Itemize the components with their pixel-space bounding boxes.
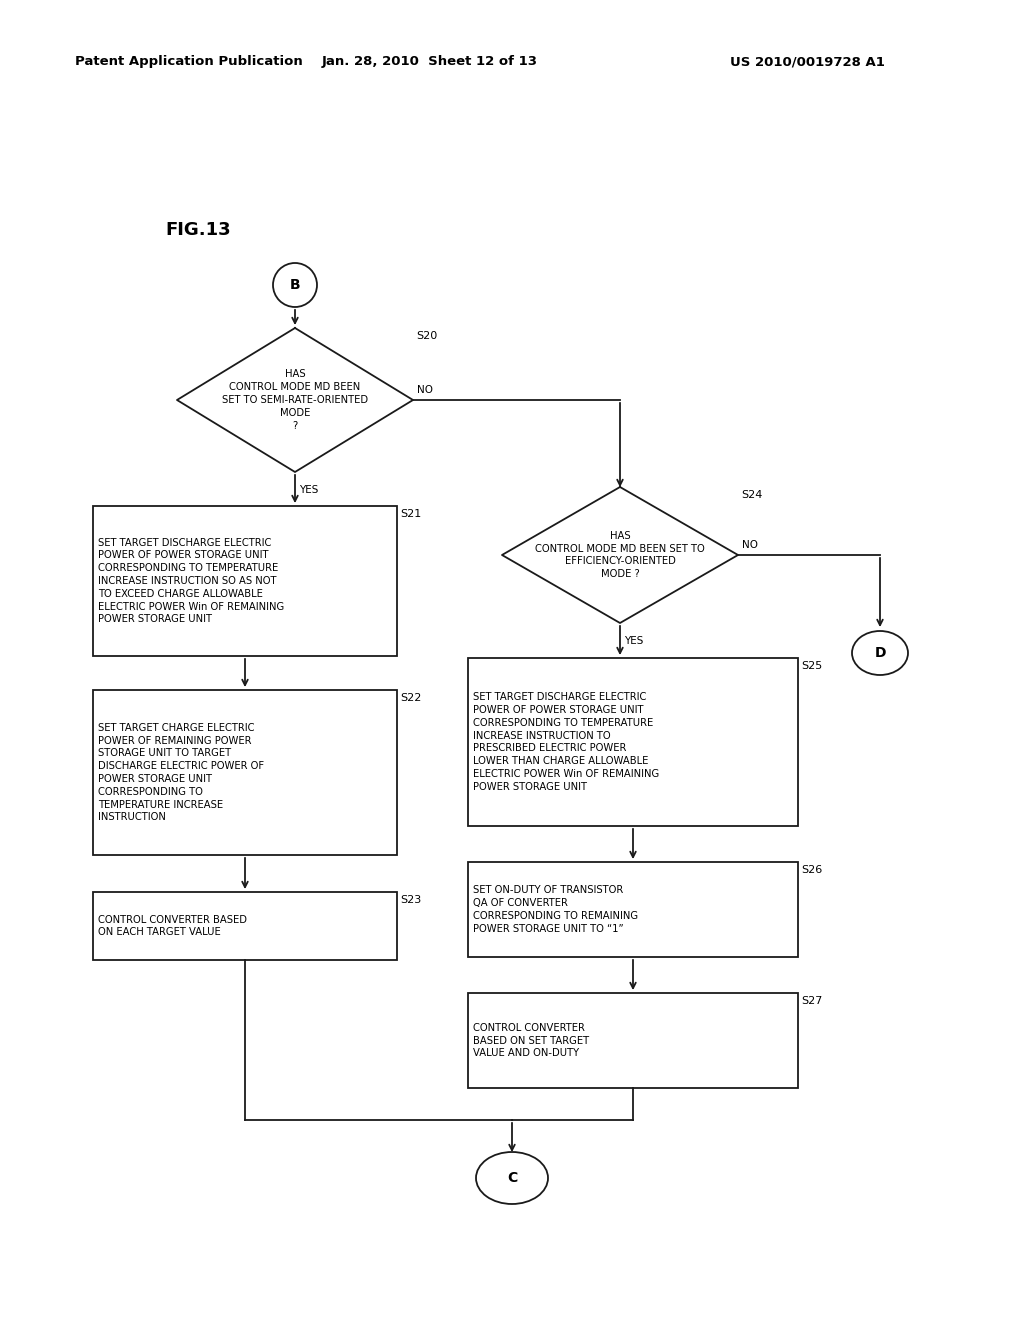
Text: S26: S26 — [801, 865, 822, 875]
Bar — [93, 506, 397, 656]
Text: YES: YES — [299, 484, 318, 495]
Text: SET TARGET DISCHARGE ELECTRIC
POWER OF POWER STORAGE UNIT
CORRESPONDING TO TEMPE: SET TARGET DISCHARGE ELECTRIC POWER OF P… — [473, 692, 659, 792]
Text: NO: NO — [742, 540, 758, 550]
Bar — [468, 862, 798, 957]
Text: D: D — [874, 645, 886, 660]
Text: S21: S21 — [400, 510, 421, 519]
Text: S24: S24 — [741, 490, 763, 500]
Text: S22: S22 — [400, 693, 421, 704]
Text: HAS
CONTROL MODE MD BEEN SET TO
EFFICIENCY-ORIENTED
MODE ?: HAS CONTROL MODE MD BEEN SET TO EFFICIEN… — [536, 531, 705, 579]
Bar — [468, 993, 798, 1088]
Text: US 2010/0019728 A1: US 2010/0019728 A1 — [730, 55, 885, 69]
Text: CONTROL CONVERTER
BASED ON SET TARGET
VALUE AND ON-DUTY: CONTROL CONVERTER BASED ON SET TARGET VA… — [473, 1023, 589, 1059]
Text: S27: S27 — [801, 997, 822, 1006]
Text: HAS
CONTROL MODE MD BEEN
SET TO SEMI-RATE-ORIENTED
MODE
?: HAS CONTROL MODE MD BEEN SET TO SEMI-RAT… — [222, 370, 368, 430]
Bar — [93, 892, 397, 960]
Text: YES: YES — [624, 636, 643, 645]
Text: SET ON-DUTY OF TRANSISTOR
QA OF CONVERTER
CORRESPONDING TO REMAINING
POWER STORA: SET ON-DUTY OF TRANSISTOR QA OF CONVERTE… — [473, 886, 638, 933]
Text: C: C — [507, 1171, 517, 1185]
Text: NO: NO — [417, 385, 433, 395]
Text: S25: S25 — [801, 661, 822, 671]
Text: Jan. 28, 2010  Sheet 12 of 13: Jan. 28, 2010 Sheet 12 of 13 — [322, 55, 538, 69]
Bar — [468, 657, 798, 826]
Text: B: B — [290, 279, 300, 292]
Text: SET TARGET CHARGE ELECTRIC
POWER OF REMAINING POWER
STORAGE UNIT TO TARGET
DISCH: SET TARGET CHARGE ELECTRIC POWER OF REMA… — [98, 723, 264, 822]
Bar — [93, 690, 397, 855]
Text: S23: S23 — [400, 895, 421, 906]
Text: S20: S20 — [416, 331, 437, 341]
Text: Patent Application Publication: Patent Application Publication — [75, 55, 303, 69]
Text: FIG.13: FIG.13 — [165, 220, 230, 239]
Text: CONTROL CONVERTER BASED
ON EACH TARGET VALUE: CONTROL CONVERTER BASED ON EACH TARGET V… — [98, 915, 247, 937]
Text: SET TARGET DISCHARGE ELECTRIC
POWER OF POWER STORAGE UNIT
CORRESPONDING TO TEMPE: SET TARGET DISCHARGE ELECTRIC POWER OF P… — [98, 537, 285, 624]
